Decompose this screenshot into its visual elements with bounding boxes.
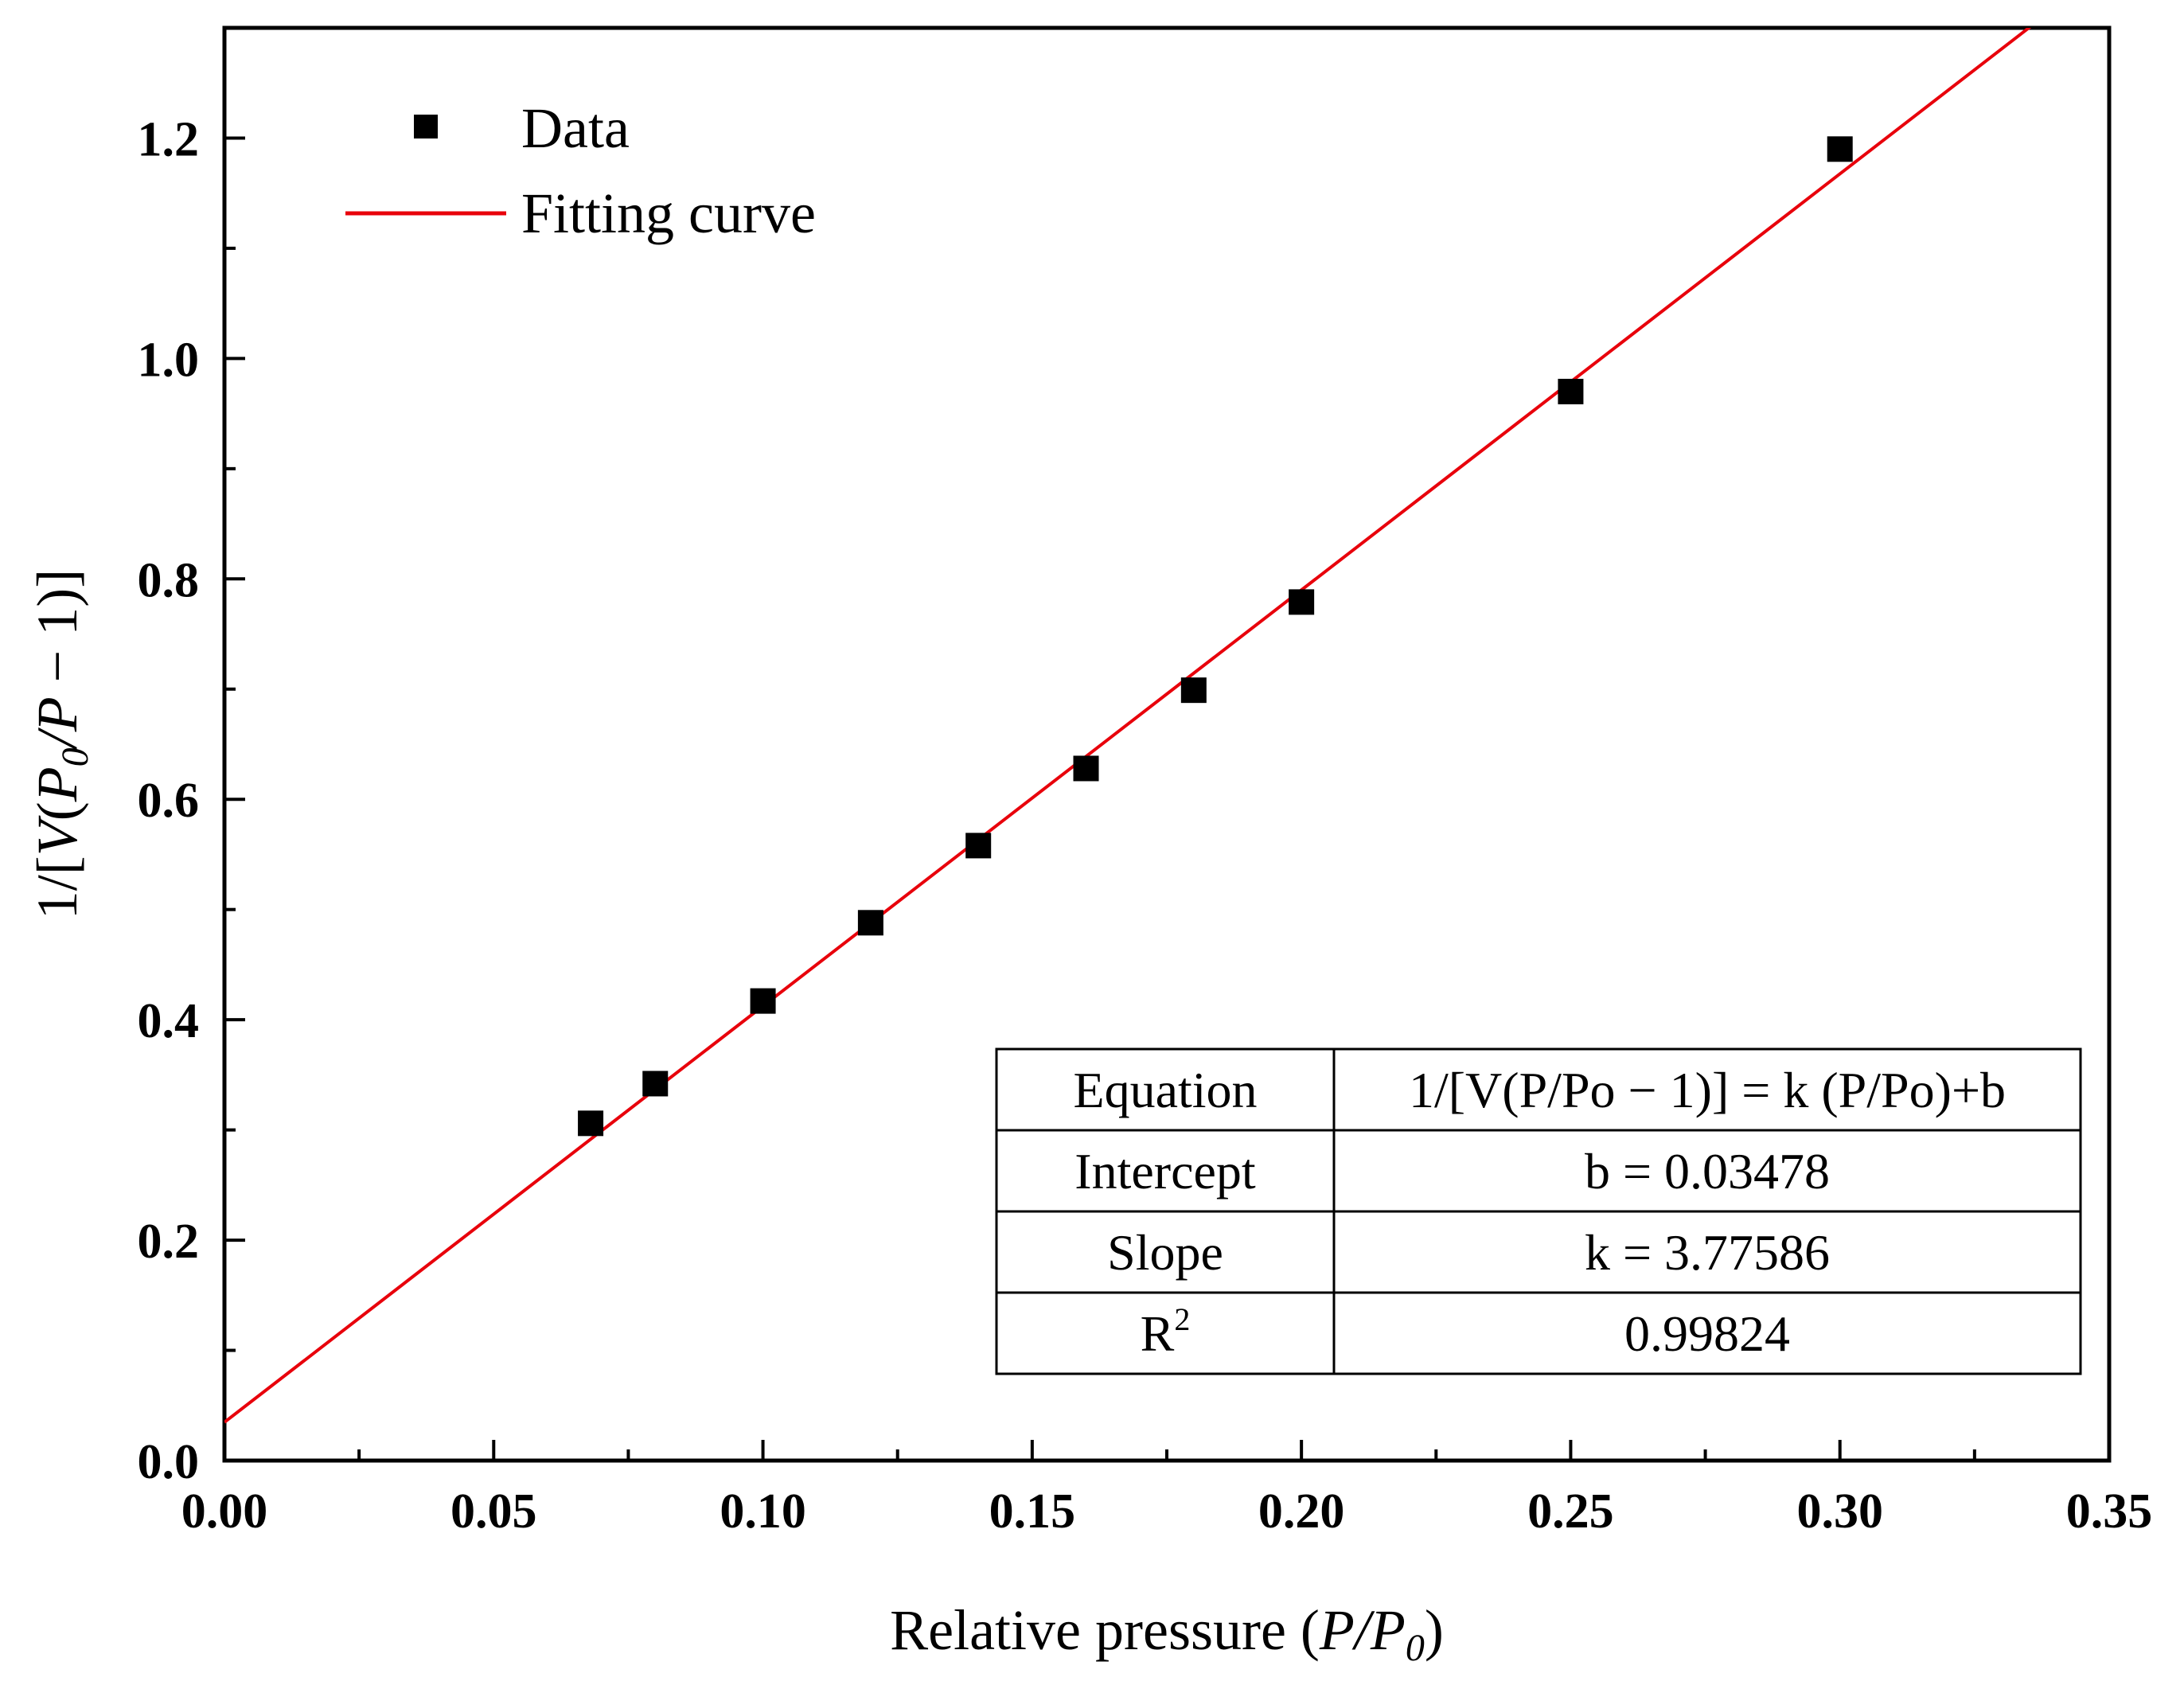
legend-data-marker-icon <box>414 115 438 138</box>
y-axis-title: 1/[V(P0/P − 1)] <box>25 569 96 920</box>
y-tick-label: 1.2 <box>138 112 200 166</box>
data-point <box>965 833 992 859</box>
data-point <box>1073 755 1099 782</box>
fit-table: Equation 1/[V(P/Po − 1)] = k (P/Po)+b In… <box>995 1047 2082 1375</box>
fit-table-r2-label: R2 <box>1141 1301 1191 1362</box>
data-point <box>750 988 776 1014</box>
data-point <box>857 910 883 936</box>
data-point <box>642 1071 669 1097</box>
y-tick-label: 0.4 <box>138 994 200 1048</box>
y-tick-label: 0.6 <box>138 774 200 828</box>
y-tick-label: 0.0 <box>138 1435 200 1489</box>
y-axis-ticks: 0.0 0.2 0.4 0.6 0.8 1.0 1.2 <box>138 112 245 1489</box>
fit-table-equation-value: 1/[V(P/Po − 1)] = k (P/Po)+b <box>1409 1062 2006 1118</box>
y-tick-label: 0.8 <box>138 553 200 607</box>
fit-table-equation-label: Equation <box>1073 1062 1257 1118</box>
fit-table-intercept-value: b = 0.03478 <box>1585 1143 1830 1199</box>
legend: Data Fitting curve <box>345 96 816 245</box>
data-points <box>578 136 1853 1137</box>
data-point <box>1827 136 1853 162</box>
x-tick-label: 0.10 <box>720 1484 806 1539</box>
data-point <box>578 1110 604 1137</box>
data-point <box>1558 378 1584 404</box>
x-tick-label: 0.05 <box>450 1484 537 1539</box>
y-tick-label: 1.0 <box>138 333 200 387</box>
x-tick-label: 0.30 <box>1796 1484 1883 1539</box>
x-tick-label: 0.00 <box>181 1484 268 1539</box>
x-tick-label: 0.20 <box>1258 1484 1345 1539</box>
data-point <box>1180 677 1207 704</box>
data-point <box>1289 589 1315 615</box>
x-axis-ticks: 0.00 0.05 0.10 0.15 0.20 0.25 0.30 0.35 <box>181 1440 2153 1539</box>
x-tick-label: 0.25 <box>1527 1484 1614 1539</box>
x-tick-label: 0.35 <box>2066 1484 2153 1539</box>
y-tick-label: 0.2 <box>138 1215 200 1269</box>
x-axis-title: Relative pressure (P/P0) <box>890 1598 1444 1669</box>
x-tick-label: 0.15 <box>989 1484 1076 1539</box>
fit-table-intercept-label: Intercept <box>1074 1143 1256 1199</box>
legend-fit-label: Fitting curve <box>521 181 816 245</box>
legend-data-label: Data <box>521 96 630 160</box>
fit-table-r2-value: 0.99824 <box>1624 1305 1790 1362</box>
fitting-curve-line <box>224 28 2032 1424</box>
fit-table-slope-value: k = 3.77586 <box>1585 1224 1830 1281</box>
fit-table-slope-label: Slope <box>1107 1224 1223 1281</box>
